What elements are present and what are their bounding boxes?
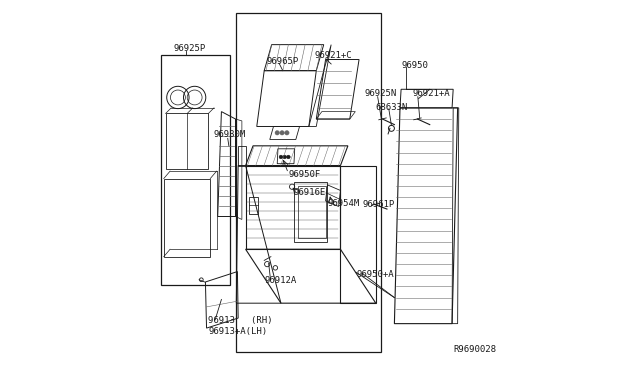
- Circle shape: [287, 155, 291, 159]
- Text: 96950+A: 96950+A: [356, 270, 394, 279]
- Text: 96950F: 96950F: [289, 170, 321, 179]
- Bar: [236, 13, 381, 352]
- Circle shape: [275, 131, 280, 135]
- Text: 96961P: 96961P: [363, 200, 395, 209]
- Text: 96925N: 96925N: [365, 89, 397, 98]
- Circle shape: [280, 131, 284, 135]
- Text: 96916E: 96916E: [294, 188, 326, 197]
- Text: 96921+A: 96921+A: [412, 89, 450, 98]
- Text: 96913+A(LH): 96913+A(LH): [209, 327, 268, 336]
- Text: 96921+C: 96921+C: [314, 51, 352, 60]
- Text: 96912A: 96912A: [264, 276, 296, 285]
- Text: 68633N: 68633N: [376, 103, 408, 112]
- Text: 96930M: 96930M: [214, 130, 246, 139]
- Text: 96965P: 96965P: [266, 57, 298, 66]
- Text: 96925P: 96925P: [173, 44, 205, 53]
- Text: 96950: 96950: [402, 61, 429, 70]
- Circle shape: [283, 155, 287, 159]
- Bar: [248, 197, 258, 214]
- Circle shape: [279, 155, 283, 159]
- Text: 96913   (RH): 96913 (RH): [209, 316, 273, 325]
- Bar: [161, 55, 230, 285]
- Text: R9690028: R9690028: [453, 345, 496, 354]
- Circle shape: [285, 131, 289, 135]
- Text: 96954M: 96954M: [328, 199, 360, 208]
